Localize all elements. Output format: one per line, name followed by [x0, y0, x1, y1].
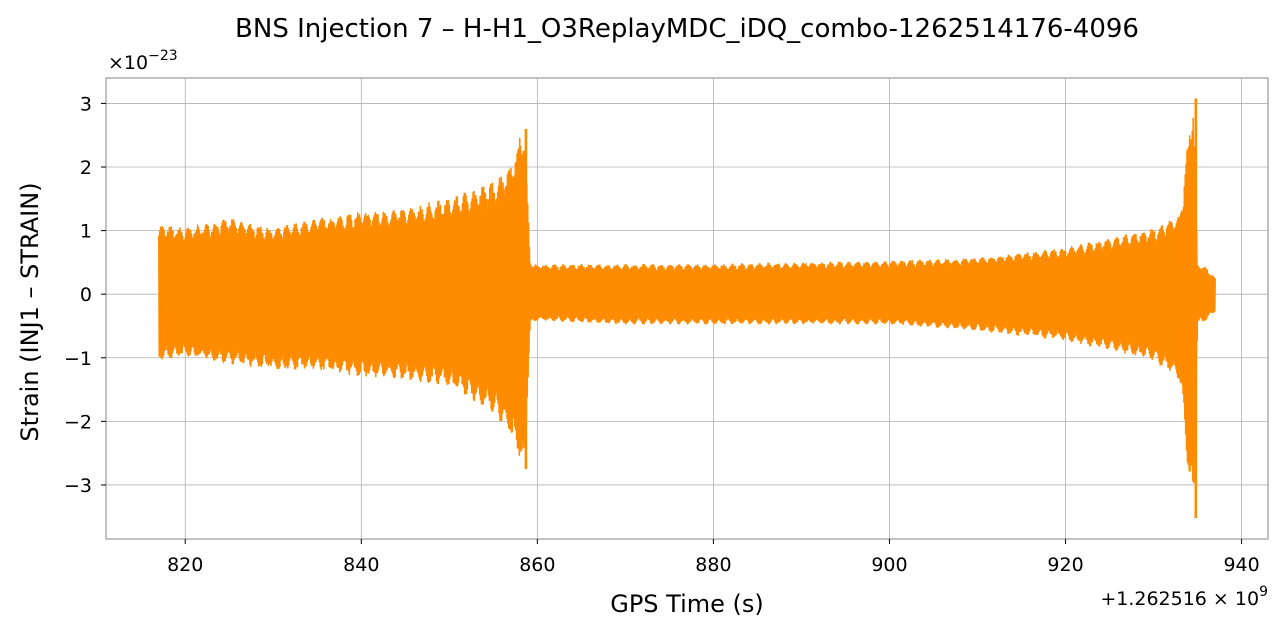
tick-labels: 820 840 860 880 900 920 940 −3 −2 −1 0 1 2 3: [64, 93, 1260, 576]
plot-frame: [105, 77, 1269, 540]
y-tick-label: −2: [64, 411, 92, 433]
x-tick-label: 840: [343, 554, 379, 576]
x-tick-label: 940: [1223, 554, 1259, 576]
y-tick-label: 2: [80, 157, 92, 179]
x-offset-factor: +1.262516 × 109: [1100, 584, 1268, 610]
x-tick-label: 880: [695, 554, 731, 576]
y-scale-factor: ×10−23: [108, 48, 178, 74]
y-tick-label: −1: [64, 348, 92, 370]
y-tick-label: −3: [64, 475, 92, 497]
strain-series: [158, 98, 1216, 519]
x-offset-label: +1.262516 × 10: [1100, 588, 1259, 610]
y-tick-label: 3: [80, 93, 92, 115]
y-scale-label: ×10: [108, 52, 148, 74]
x-axis-label: GPS Time (s): [610, 590, 764, 618]
y-scale-exponent: −23: [148, 48, 178, 64]
y-tick-label: 1: [80, 221, 92, 243]
x-tick-label: 920: [1047, 554, 1083, 576]
strain-line: [158, 117, 1216, 484]
y-axis-label: Strain (INJ1 – STRAIN): [16, 182, 44, 441]
x-offset-exponent: 9: [1259, 584, 1268, 600]
y-tick-label: 0: [80, 284, 92, 306]
x-tick-label: 900: [871, 554, 907, 576]
x-tick-label: 860: [519, 554, 555, 576]
x-tick-label: 820: [167, 554, 203, 576]
chart-title: BNS Injection 7 – H-H1_O3ReplayMDC_iDQ_c…: [235, 14, 1139, 44]
